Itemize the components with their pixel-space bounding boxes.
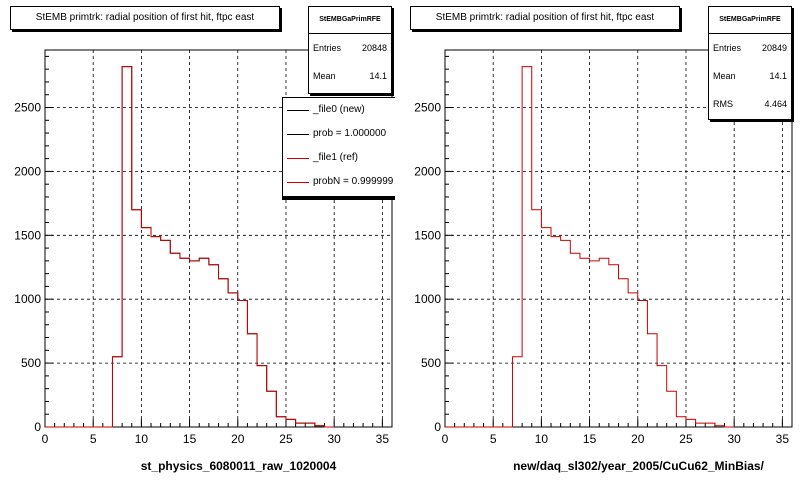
legend-label-probn: probN = 0.999999 [313, 176, 394, 187]
right-y-tick-label: 0 [434, 420, 441, 434]
left-x-tick-label: 30 [327, 432, 341, 446]
legend-entry-prob: prob = 1.000000 [283, 122, 395, 146]
right-stats-header: StEMBGaPrimRFE [709, 7, 791, 34]
left-chart-title: StEMB primtrk: radial position of first … [10, 6, 280, 30]
left-stats-mean-value: 14.1 [369, 71, 387, 81]
left-y-tick-label: 2000 [14, 164, 41, 178]
right-stats-mean-value: 14.1 [769, 71, 787, 81]
left-x-tick-label: 5 [90, 432, 97, 446]
legend-line-file0 [287, 110, 309, 111]
left-stats-entries-row: Entries 20848 [309, 34, 391, 62]
left-x-tick-label: 10 [135, 432, 149, 446]
right-stats-entries-label: Entries [713, 43, 742, 53]
left-x-tick-label: 25 [279, 432, 293, 446]
right-stats-box: StEMBGaPrimRFE Entries 20849 Mean 14.1 R… [708, 6, 792, 120]
legend-label-prob: prob = 1.000000 [313, 128, 387, 139]
legend-line-probn [287, 182, 309, 183]
right-stats-entries-row: Entries 20849 [709, 34, 791, 62]
left-histogram-pad: 0 5 10 15 20 25 30 35 0 500 1000 1500 2000 2500 st_phy… [0, 0, 400, 480]
left-histogram-series-1 [45, 66, 335, 428]
right-x-tick-label: 25 [679, 432, 693, 446]
right-stats-mean-label: Mean [713, 71, 736, 81]
right-chart-title: StEMB primtrk: radial position of first … [410, 6, 680, 30]
legend-line-prob [287, 134, 309, 135]
right-y-tick-label: 1000 [414, 292, 441, 306]
left-stats-mean-label: Mean [313, 71, 336, 81]
right-x-axis-label: new/daq_sl302/year_2005/CuCu62_MinBias/ [513, 459, 764, 473]
legend-label-file1: _file1 (ref) [313, 152, 359, 163]
left-x-axis-label: st_physics_6080011_raw_1020004 [141, 459, 337, 473]
left-stats-entries-value: 20848 [361, 43, 387, 53]
right-x-tick-label: 0 [442, 432, 449, 446]
right-y-tick-label: 2500 [414, 101, 441, 115]
left-y-tick-label: 1000 [14, 292, 41, 306]
left-x-tick-label: 15 [183, 432, 197, 446]
right-stats-rms-value: 4.464 [764, 99, 787, 109]
left-legend: _file0 (new) prob = 1.000000 _file1 (ref… [282, 97, 395, 197]
right-x-tick-label: 5 [490, 432, 497, 446]
left-y-tick-label: 1500 [14, 228, 41, 242]
legend-entry-file0: _file0 (new) [283, 98, 395, 122]
right-stats-mean-row: Mean 14.1 [709, 62, 791, 90]
legend-entry-file1: _file1 (ref) [283, 146, 395, 170]
right-histogram-series-0 [445, 66, 735, 428]
right-x-tick-label: 20 [631, 432, 645, 446]
right-x-tick-label: 30 [727, 432, 741, 446]
left-y-tick-label: 0 [34, 420, 41, 434]
left-x-tick-label: 0 [42, 432, 49, 446]
legend-entry-probn: probN = 0.999999 [283, 170, 395, 194]
right-stats-entries-value: 20849 [761, 43, 787, 53]
right-x-tick-label: 35 [776, 432, 790, 446]
right-stats-rms-label: RMS [713, 99, 733, 109]
right-x-tick-label: 10 [535, 432, 549, 446]
left-stats-box: StEMBGaPrimRFE Entries 20848 Mean 14.1 [308, 6, 392, 94]
right-x-tick-label: 15 [583, 432, 597, 446]
left-x-tick-label: 20 [231, 432, 245, 446]
legend-line-file1 [287, 158, 309, 159]
legend-label-file0: _file0 (new) [313, 104, 365, 115]
right-y-tick-label: 1500 [414, 228, 441, 242]
right-y-tick-label: 500 [421, 356, 441, 370]
left-stats-mean-row: Mean 14.1 [309, 62, 391, 90]
left-y-tick-label: 2500 [14, 101, 41, 115]
right-stats-rms-row: RMS 4.464 [709, 90, 791, 118]
left-x-tick-label: 35 [376, 432, 390, 446]
left-stats-entries-label: Entries [313, 43, 342, 53]
right-y-tick-label: 2000 [414, 164, 441, 178]
left-stats-header: StEMBGaPrimRFE [309, 7, 391, 34]
left-y-tick-label: 500 [21, 356, 41, 370]
right-histogram-pad: 0 5 10 15 20 25 30 35 0 500 1000 1500 2000 2500 new/da… [400, 0, 800, 480]
